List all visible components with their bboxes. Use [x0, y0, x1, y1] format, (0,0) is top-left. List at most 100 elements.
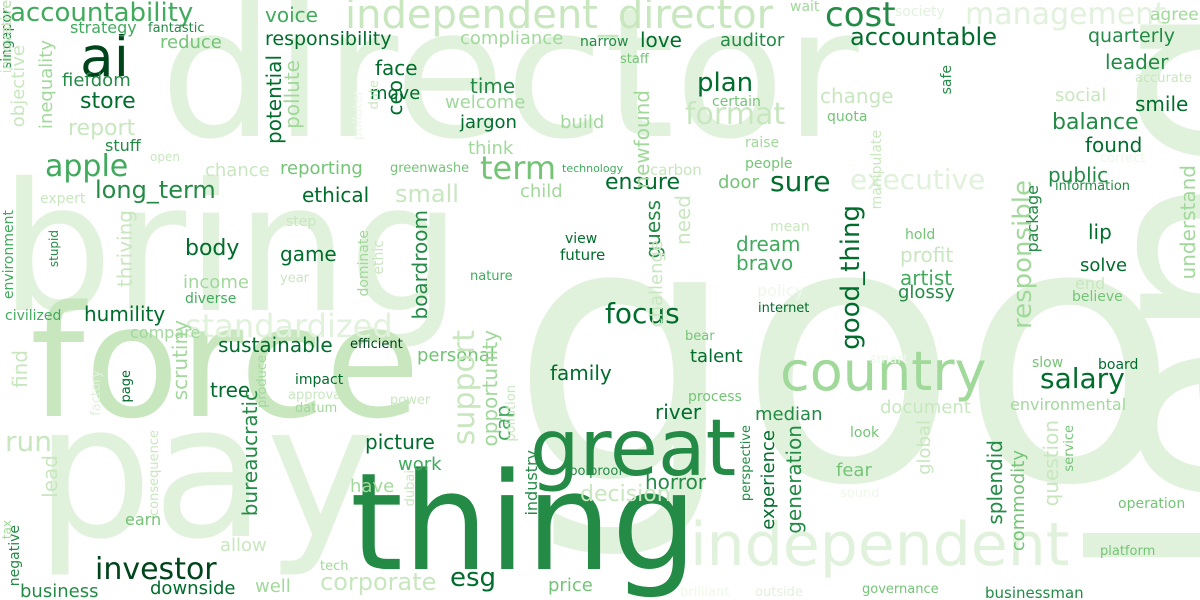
word-generation: generation — [782, 425, 806, 534]
word-salary: salary — [1040, 362, 1125, 395]
word-reporting: reporting — [280, 158, 363, 179]
word-think: think — [468, 138, 514, 159]
word-ethic: ethic — [371, 240, 387, 275]
word-bear: bear — [685, 329, 715, 344]
word-commodity: commodity — [1008, 450, 1029, 552]
word-boardroom: boardroom — [408, 210, 432, 320]
word-environmental: environmental — [1010, 395, 1127, 414]
word-change: change — [820, 84, 894, 108]
word-perspective: perspective — [739, 425, 754, 502]
word-dubai: dubai — [403, 470, 418, 507]
word-apple: apple — [45, 149, 129, 184]
word-wait: wait — [790, 0, 820, 15]
word-price: price — [548, 575, 593, 596]
word-plan: plan — [697, 68, 754, 98]
word-sure: sure — [770, 165, 831, 198]
word-stuff: stuff — [105, 136, 141, 155]
word-decision: decision — [580, 482, 671, 507]
word-fantastic: fantastic — [148, 21, 205, 36]
word-welcome: welcome — [445, 92, 526, 113]
word-esg: esg — [450, 563, 497, 593]
word-bravo: bravo — [736, 251, 794, 275]
word-efficient: efficient — [350, 337, 403, 352]
word-challenge: challenge — [646, 240, 667, 328]
word-personal: personal — [417, 345, 495, 366]
word-innovative: innovative — [0, 0, 15, 74]
word-support: support — [447, 330, 482, 446]
word-child: child — [520, 181, 563, 202]
word-people: people — [745, 156, 793, 172]
word-face: face — [375, 56, 418, 80]
word-agree: agree — [1150, 5, 1199, 25]
word-carbon: carbon — [650, 161, 702, 179]
word-expert: expert — [40, 191, 86, 207]
word-believe: believe — [1072, 289, 1123, 305]
word-raise: raise — [745, 135, 780, 151]
word-corporate: corporate — [320, 568, 437, 596]
word-mean: mean — [770, 219, 810, 235]
word-package: package — [1023, 185, 1042, 253]
word-smile: smile — [1135, 92, 1189, 116]
word-impact: impact — [295, 372, 344, 388]
word-date: date — [367, 80, 382, 110]
word-tree: tree — [210, 378, 251, 402]
word-find: find — [8, 350, 32, 388]
word-glossy: glossy — [898, 282, 955, 303]
word-lead: lead — [38, 455, 62, 498]
word-information: information — [1055, 179, 1131, 194]
word-investor: investor — [95, 552, 217, 587]
word-approval: approval — [288, 388, 345, 403]
word-profit: profit — [900, 243, 954, 267]
word-datum: datum — [295, 401, 338, 416]
word-focus: focus — [605, 297, 680, 330]
word-factory: factory — [89, 370, 104, 416]
word-tech: tech — [320, 559, 349, 574]
word-look: look — [850, 425, 880, 441]
word-industry: industry — [522, 450, 541, 516]
word-brilliant: brilliant — [680, 585, 730, 600]
word-question: question — [1039, 420, 1063, 507]
word-hold: hold — [905, 227, 936, 243]
word-move: move — [370, 83, 421, 104]
word-safe: safe — [939, 65, 955, 95]
word-lip: lip — [1088, 220, 1112, 244]
word-governance: governance — [862, 582, 939, 597]
word-society: society — [895, 4, 945, 20]
word-stupid: stupid — [47, 230, 61, 268]
word-polluter: polluter — [351, 90, 366, 141]
word-businessman: businessman — [985, 584, 1084, 600]
word-board: board — [1098, 357, 1139, 373]
word-independent: independent — [690, 510, 1070, 580]
word-step: step — [286, 214, 317, 230]
word-thing: thing — [350, 444, 698, 600]
word-ethical: ethical — [302, 183, 370, 207]
word-door: door — [718, 172, 759, 193]
word-time: time — [470, 74, 516, 98]
word-greenwashe: greenwashe — [390, 161, 470, 176]
word-love: love — [640, 28, 682, 52]
word-jargon: jargon — [460, 112, 517, 133]
word-family: family — [550, 361, 612, 385]
word-end: end — [1075, 274, 1106, 293]
word-civilized: civilized — [5, 308, 62, 324]
word-pollution: pollution — [504, 385, 519, 442]
word-future: future — [560, 246, 606, 264]
word-long-term: long_term — [95, 176, 216, 204]
word-talent: talent — [690, 346, 743, 367]
word-consequence: consequence — [147, 430, 162, 516]
word-chance: chance — [205, 160, 270, 181]
word-solve: solve — [1080, 255, 1128, 276]
word-store: store — [80, 89, 136, 114]
word-income: income — [183, 272, 249, 293]
word-picture: picture — [365, 430, 435, 454]
word-smart: smart — [870, 352, 908, 367]
word-director: director — [160, 0, 859, 179]
word-page: page — [119, 370, 134, 403]
word-body: body — [185, 236, 240, 261]
word-process: process — [688, 389, 742, 405]
word-operation: operation — [1118, 496, 1186, 512]
word-cost: cost — [825, 0, 896, 35]
word-need: need — [671, 195, 695, 245]
word-scrutiny: scrutiny — [168, 320, 192, 401]
